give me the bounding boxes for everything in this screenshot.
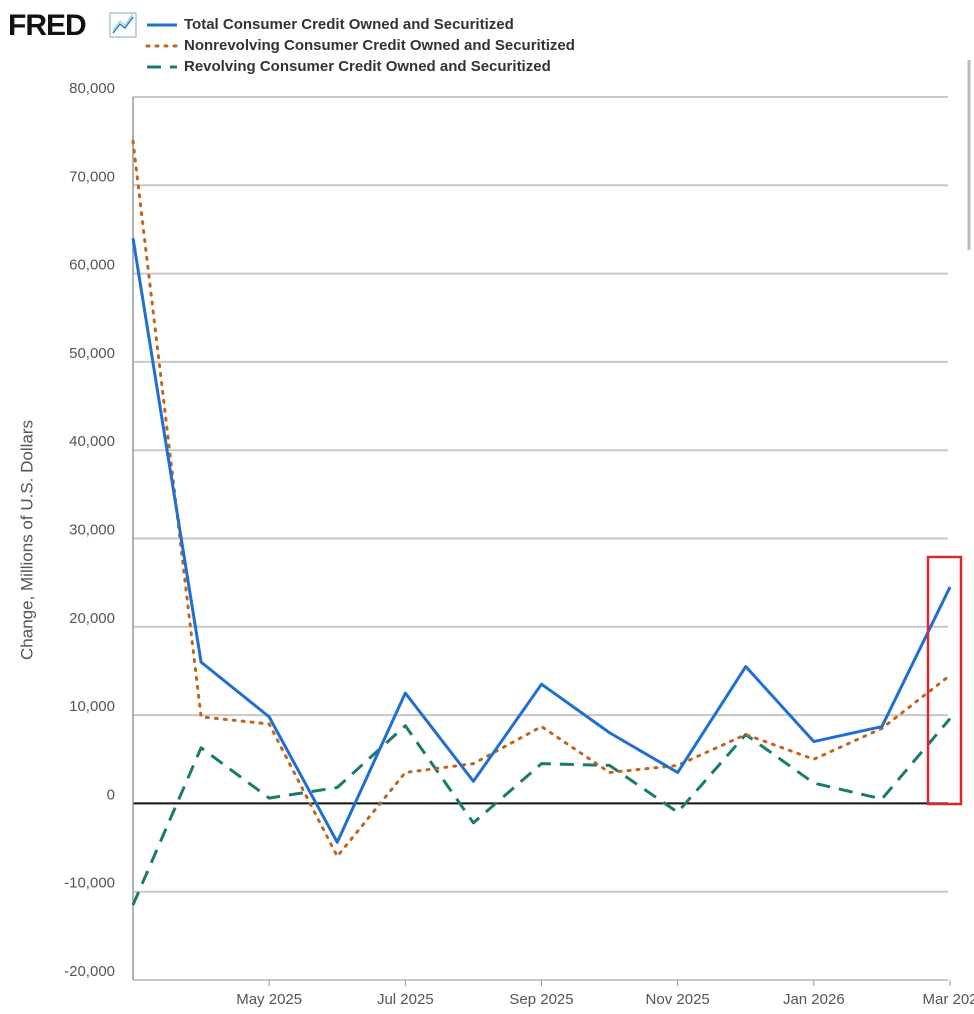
legend-label: Revolving Consumer Credit Owned and Secu… bbox=[184, 58, 551, 75]
x-tick-label: May 2025 bbox=[236, 991, 302, 1008]
y-tick-label: -10,000 bbox=[64, 875, 115, 892]
y-tick-label: 70,000 bbox=[69, 168, 115, 185]
x-tick-label: Sep 2025 bbox=[509, 991, 573, 1008]
x-tick-label: Mar 202 bbox=[922, 991, 974, 1008]
y-tick-label: 0 bbox=[107, 786, 115, 803]
y-tick-label: 60,000 bbox=[69, 257, 115, 274]
y-tick-label: 30,000 bbox=[69, 521, 115, 538]
x-tick-label: Nov 2025 bbox=[646, 991, 710, 1008]
legend-label: Nonrevolving Consumer Credit Owned and S… bbox=[184, 37, 575, 54]
y-tick-label: 20,000 bbox=[69, 610, 115, 627]
series-line bbox=[131, 717, 952, 906]
y-tick-label: 10,000 bbox=[69, 698, 115, 715]
logo: FRED bbox=[8, 9, 86, 42]
y-axis-title: Change, Millions of U.S. Dollars bbox=[17, 420, 36, 660]
highlight-box bbox=[926, 555, 963, 806]
y-tick-label: 50,000 bbox=[69, 345, 115, 362]
legend-label: Total Consumer Credit Owned and Securiti… bbox=[184, 16, 514, 33]
y-tick-label: 80,000 bbox=[69, 80, 115, 97]
x-tick-label: Jan 2026 bbox=[783, 991, 845, 1008]
y-tick-label: 40,000 bbox=[69, 433, 115, 450]
y-tick-label: -20,000 bbox=[64, 963, 115, 980]
x-tick-label: Jul 2025 bbox=[377, 991, 434, 1008]
logo-icon bbox=[109, 12, 137, 38]
series-line bbox=[131, 139, 952, 858]
series-line bbox=[131, 238, 952, 844]
